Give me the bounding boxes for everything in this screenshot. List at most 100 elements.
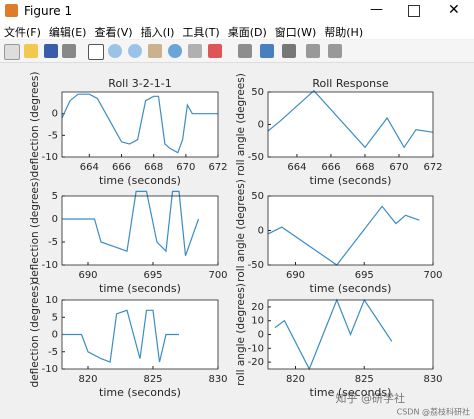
menu-item[interactable]: 工具(T) — [182, 26, 220, 39]
window-title: Figure 1 — [24, 4, 73, 18]
y-tick-label: -10 — [42, 152, 58, 163]
axes-box — [267, 299, 434, 370]
y-tick-label: -50 — [248, 152, 264, 163]
y-tick-label: 5 — [52, 312, 58, 323]
y-tick-label: 0 — [258, 120, 264, 131]
x-tick-label: 670 — [389, 162, 408, 173]
tool-zoom-out[interactable] — [128, 44, 142, 58]
x-axis-label: time (seconds) — [99, 174, 181, 187]
x-tick-label: 664 — [287, 162, 306, 173]
data-line — [62, 309, 179, 363]
x-axis-label: time (seconds) — [310, 174, 392, 187]
app-icon — [5, 4, 18, 17]
x-tick-label: 670 — [176, 162, 195, 173]
x-axis-label: time (seconds) — [310, 282, 392, 295]
tool-save[interactable] — [44, 44, 58, 58]
tool-colorbar[interactable] — [260, 44, 274, 58]
tool-datacursor[interactable] — [188, 44, 202, 58]
x-tick-label: 820 — [78, 374, 97, 385]
y-axis-label: roll angle (degrees) — [235, 179, 247, 282]
axes-box — [267, 91, 434, 158]
chart-title: Roll Response — [312, 77, 389, 90]
axes-background — [268, 92, 433, 157]
x-tick-label: 672 — [423, 162, 442, 173]
x-tick-label: 695 — [355, 270, 374, 281]
menu-item[interactable]: 文件(F) — [4, 26, 41, 39]
y-tick-label: -5 — [48, 237, 58, 248]
menu-item[interactable]: 帮助(H) — [324, 26, 364, 39]
tool-pointer[interactable] — [88, 44, 104, 60]
y-tick-label: 0 — [52, 109, 58, 120]
tool-open[interactable] — [24, 44, 38, 58]
tool-print[interactable] — [62, 44, 76, 58]
tool-pan[interactable] — [148, 44, 162, 58]
axes-background — [62, 196, 218, 265]
x-tick-label: 666 — [112, 162, 131, 173]
x-axis-label: time (seconds) — [99, 282, 181, 295]
y-tick-label: 0 — [258, 226, 264, 237]
title-bar: Figure 1 — ✕ — [0, 0, 474, 22]
chart-title: Roll 3-2-1-1 — [108, 77, 171, 90]
y-tick-label: -5 — [48, 347, 58, 358]
tool-hide-plot[interactable] — [306, 44, 320, 58]
axes-box — [61, 91, 219, 158]
y-tick-label: 0 — [52, 330, 58, 341]
y-tick-label: 50 — [251, 191, 264, 202]
menu-item[interactable]: 桌面(D) — [227, 26, 267, 39]
tool-legend[interactable] — [282, 44, 296, 58]
x-tick-label: 700 — [423, 270, 442, 281]
tool-zoom-in[interactable] — [108, 44, 122, 58]
tool-show-plot[interactable] — [328, 44, 342, 58]
x-tick-label: 825 — [143, 374, 162, 385]
x-axis-label: time (seconds) — [99, 386, 181, 399]
y-axis-label: deflection (degrees) — [29, 72, 41, 178]
y-tick-label: -10 — [248, 343, 264, 354]
x-tick-label: 695 — [143, 270, 162, 281]
y-axis-label: deflection (degrees) — [29, 282, 41, 388]
tool-brush[interactable] — [208, 44, 222, 58]
y-tick-label: -20 — [248, 357, 264, 368]
x-tick-label: 830 — [423, 374, 442, 385]
tool-link[interactable] — [238, 44, 252, 58]
axes-background — [62, 92, 218, 157]
y-tick-label: 10 — [45, 295, 58, 306]
data-line — [62, 190, 200, 256]
y-tick-label: -10 — [42, 260, 58, 271]
axes-box — [61, 195, 219, 266]
x-tick-label: 820 — [286, 374, 305, 385]
menu-item[interactable]: 插入(I) — [140, 26, 175, 39]
y-axis-label: roll angle (degrees) — [235, 73, 247, 176]
y-tick-label: 0 — [258, 330, 264, 341]
y-axis-label: roll angle (degrees) — [235, 283, 247, 386]
x-tick-label: 664 — [80, 162, 99, 173]
axes-background — [268, 196, 433, 265]
menu-item[interactable]: 查看(V) — [94, 26, 133, 39]
tool-new[interactable] — [4, 44, 20, 60]
maximize-button[interactable] — [408, 5, 420, 17]
x-tick-label: 690 — [78, 270, 97, 281]
y-axis-label: deflection (degrees) — [29, 178, 41, 284]
menu-bar: 文件(F) 编辑(E) 查看(V) 插入(I) 工具(T) 桌面(D) 窗口(W) 帮助(H) — [0, 22, 474, 39]
menu-item[interactable]: 编辑(E) — [48, 26, 87, 39]
y-tick-label: 5 — [52, 191, 58, 202]
minimize-button[interactable]: — — [370, 2, 383, 17]
toolbar — [0, 40, 474, 63]
x-tick-label: 672 — [208, 162, 227, 173]
watermark: CSDN @荔枝科研社 — [397, 407, 470, 417]
data-line — [267, 205, 420, 266]
x-tick-label: 830 — [208, 374, 227, 385]
data-line — [61, 93, 218, 154]
axes-box — [267, 195, 434, 266]
close-button[interactable]: ✕ — [448, 2, 460, 18]
plot-area: 知乎 @研学社 CSDN @荔枝科研社 664 666 668 670 672 -10 -5… — [29, 72, 470, 417]
x-tick-label: 825 — [355, 374, 374, 385]
x-tick-label: 690 — [286, 270, 305, 281]
y-tick-label: 50 — [251, 87, 264, 98]
x-tick-label: 700 — [208, 270, 227, 281]
menu-item[interactable]: 窗口(W) — [274, 26, 317, 39]
y-tick-label: 10 — [251, 316, 264, 327]
y-tick-label: -10 — [42, 364, 58, 375]
x-tick-label: 668 — [355, 162, 374, 173]
tool-rotate[interactable] — [168, 44, 182, 58]
